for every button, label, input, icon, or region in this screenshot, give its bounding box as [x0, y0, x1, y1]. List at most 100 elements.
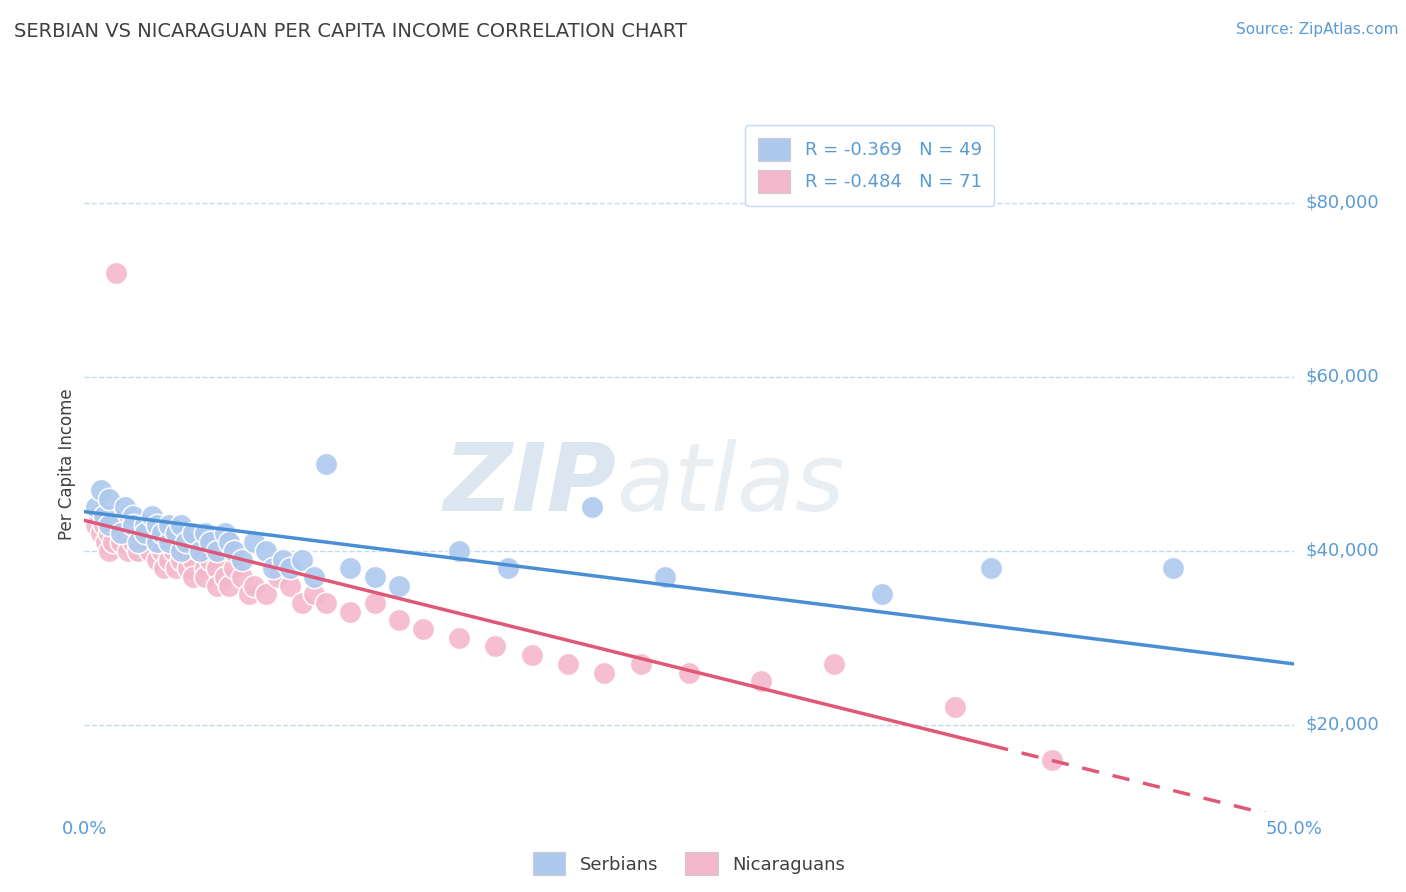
Point: [121, 508, 143, 523]
Point: [110, 526, 132, 541]
Point: [157, 535, 180, 549]
Point: [103, 535, 125, 549]
Point: [630, 657, 652, 671]
Point: [214, 570, 236, 584]
Point: [654, 570, 676, 584]
Point: [141, 508, 163, 523]
Point: [165, 561, 187, 575]
Point: [170, 517, 193, 532]
Point: [127, 535, 149, 549]
Point: [141, 526, 163, 541]
Point: [484, 640, 506, 654]
Point: [194, 526, 217, 541]
Point: [110, 517, 132, 532]
Point: [157, 552, 180, 566]
Point: [114, 526, 136, 541]
Point: [496, 561, 519, 575]
Point: [278, 579, 301, 593]
Point: [174, 535, 197, 549]
Point: [198, 552, 221, 566]
Point: [150, 543, 173, 558]
Point: [170, 535, 193, 549]
Point: [110, 535, 132, 549]
Point: [218, 535, 240, 549]
Point: [238, 587, 260, 601]
Point: [146, 517, 169, 532]
Y-axis label: Per Capita Income: Per Capita Income: [58, 388, 76, 540]
Point: [207, 561, 229, 575]
Text: $20,000: $20,000: [1306, 715, 1379, 734]
Point: [103, 517, 125, 532]
Point: [254, 543, 277, 558]
Point: [146, 552, 169, 566]
Point: [363, 596, 385, 610]
Point: [231, 552, 253, 566]
Point: [872, 587, 894, 601]
Point: [302, 587, 325, 601]
Point: [194, 561, 217, 575]
Point: [97, 526, 120, 541]
Point: [190, 543, 212, 558]
Text: Source: ZipAtlas.com: Source: ZipAtlas.com: [1236, 22, 1399, 37]
Point: [339, 561, 361, 575]
Point: [207, 579, 229, 593]
Point: [520, 648, 543, 662]
Point: [86, 500, 108, 515]
Point: [134, 517, 156, 532]
Point: [181, 526, 204, 541]
Point: [150, 526, 173, 541]
Text: ZIP: ZIP: [443, 439, 616, 531]
Point: [181, 552, 204, 566]
Point: [93, 517, 115, 532]
Point: [242, 579, 264, 593]
Point: [242, 535, 264, 549]
Point: [190, 543, 212, 558]
Point: [557, 657, 579, 671]
Legend: Serbians, Nicaraguans: Serbians, Nicaraguans: [522, 841, 856, 886]
Point: [1040, 753, 1063, 767]
Point: [207, 543, 229, 558]
Point: [214, 526, 236, 541]
Text: atlas: atlas: [616, 439, 845, 530]
Point: [980, 561, 1002, 575]
Point: [165, 526, 187, 541]
Point: [412, 622, 434, 636]
Point: [315, 596, 337, 610]
Point: [388, 579, 411, 593]
Point: [198, 535, 221, 549]
Point: [291, 596, 314, 610]
Point: [224, 543, 246, 558]
Point: [218, 579, 240, 593]
Point: [127, 543, 149, 558]
Point: [751, 674, 773, 689]
Point: [224, 561, 246, 575]
Point: [153, 561, 176, 575]
Point: [449, 543, 471, 558]
Point: [581, 500, 603, 515]
Point: [157, 517, 180, 532]
Point: [1161, 561, 1184, 575]
Point: [181, 570, 204, 584]
Point: [388, 614, 411, 628]
Point: [104, 266, 127, 280]
Point: [339, 605, 361, 619]
Point: [117, 543, 139, 558]
Point: [174, 543, 197, 558]
Point: [302, 570, 325, 584]
Point: [278, 561, 301, 575]
Point: [177, 561, 200, 575]
Point: [267, 570, 290, 584]
Point: [87, 508, 110, 523]
Point: [97, 543, 120, 558]
Point: [363, 570, 385, 584]
Point: [943, 700, 966, 714]
Point: [593, 665, 616, 680]
Point: [823, 657, 845, 671]
Point: [678, 665, 700, 680]
Point: [170, 552, 193, 566]
Point: [231, 570, 253, 584]
Point: [90, 483, 112, 497]
Point: [134, 517, 156, 532]
Point: [170, 543, 193, 558]
Point: [90, 526, 112, 541]
